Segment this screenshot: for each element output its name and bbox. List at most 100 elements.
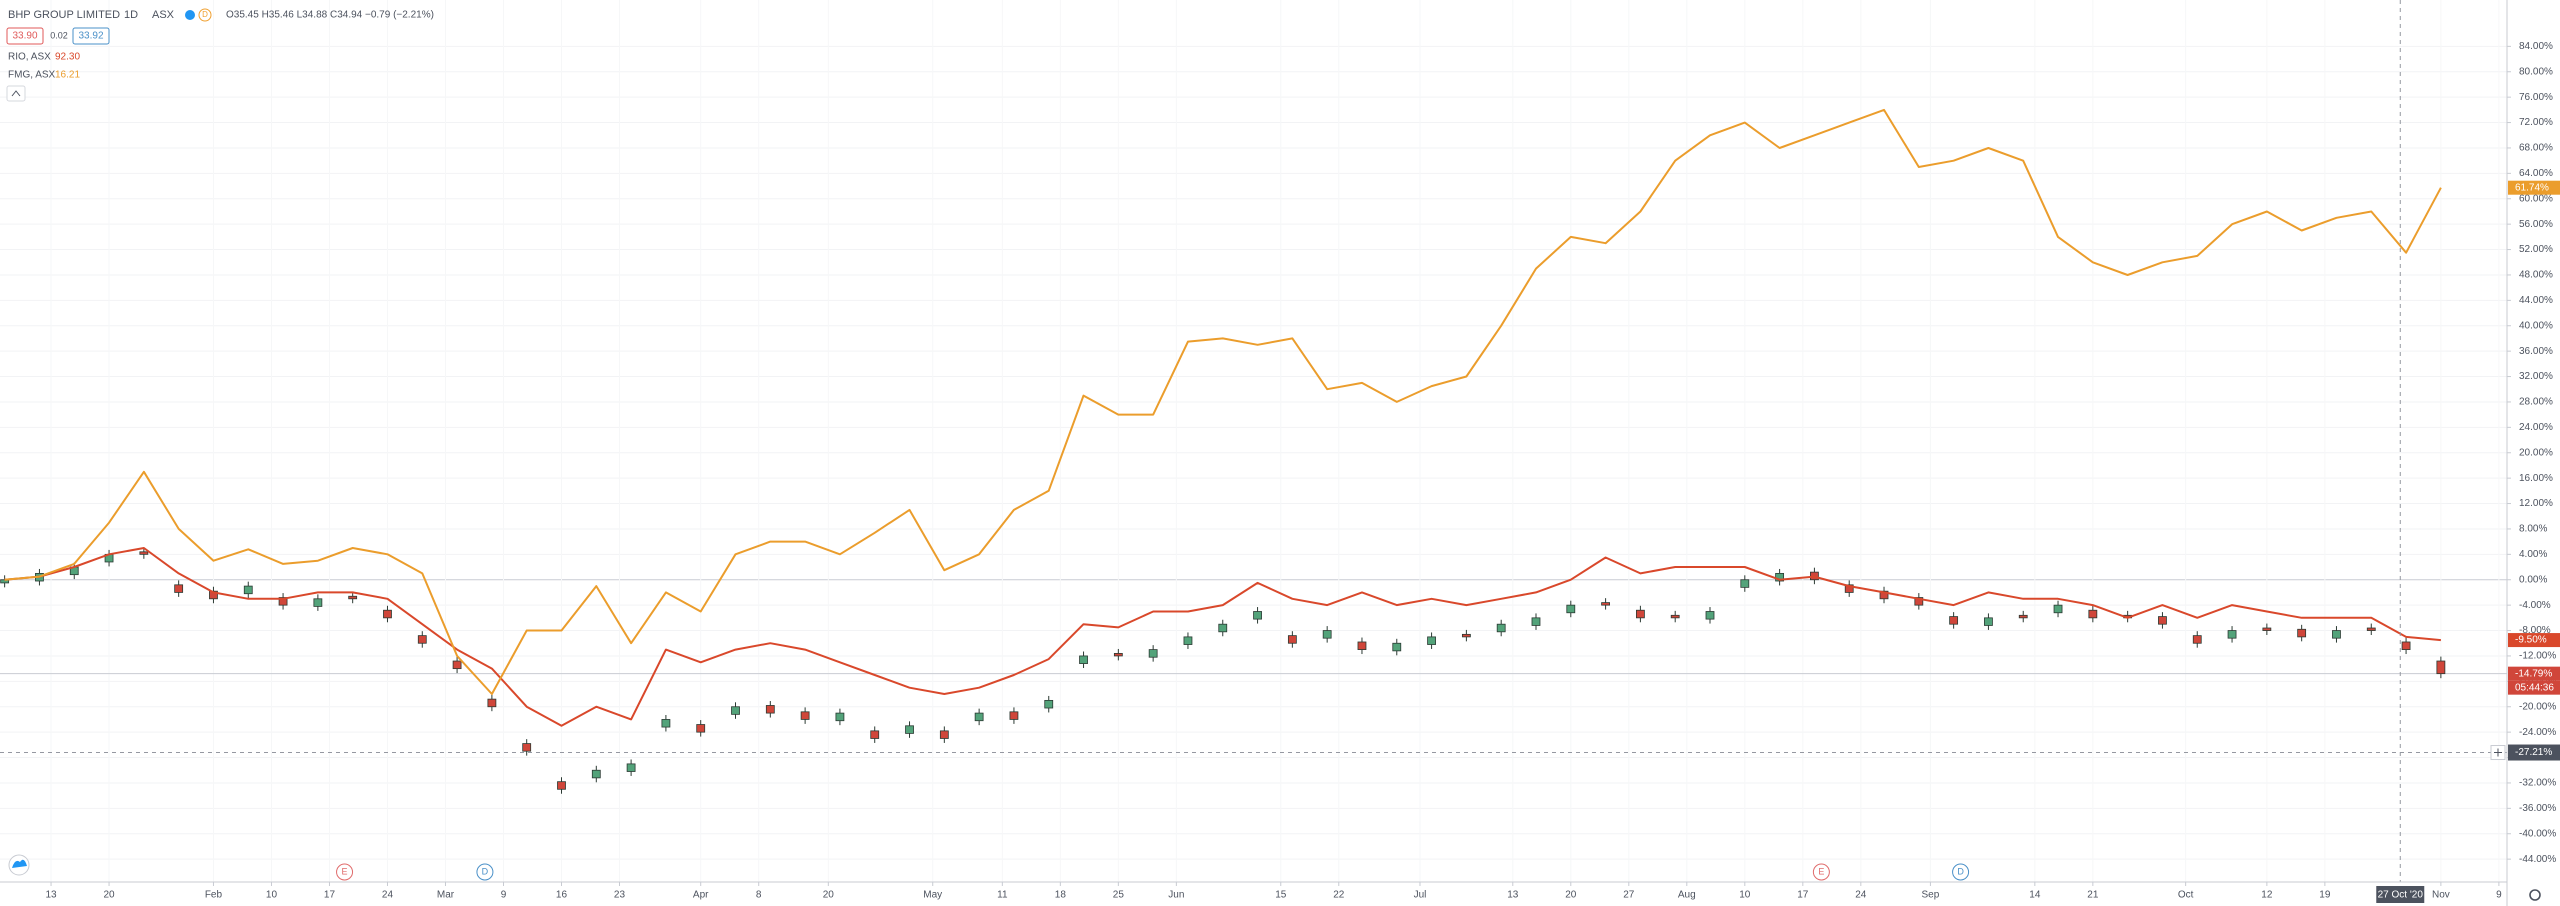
exchange: ASX [152, 9, 175, 21]
candle-body [696, 724, 706, 733]
x-tick-label: 13 [1507, 890, 1519, 901]
candle-body [1183, 636, 1193, 645]
y-tick-label: -4.00% [2519, 600, 2551, 611]
candle-body [1009, 711, 1019, 720]
candle-body [800, 711, 810, 720]
event-label: E [1818, 866, 1824, 876]
symbol: BHP GROUP LIMITED [8, 9, 120, 21]
last-value-tag [2508, 666, 2560, 681]
x-tick-label: Nov [2432, 890, 2450, 901]
y-tick-label: -20.00% [2519, 701, 2556, 712]
y-tick-label: -44.00% [2519, 854, 2556, 865]
last-value-label: -9.50% [2515, 635, 2547, 646]
candle-body [1566, 604, 1576, 614]
candle-body [2366, 627, 2376, 631]
candle-body [1705, 611, 1715, 620]
y-tick-label: 68.00% [2519, 143, 2553, 154]
y-tick-label: 84.00% [2519, 41, 2553, 52]
candle-body [2401, 641, 2411, 650]
candle-body [278, 597, 288, 606]
y-tick-label: -12.00% [2519, 651, 2556, 662]
candle-body [348, 595, 358, 600]
candle-body [1392, 642, 1402, 652]
x-tick-label: Apr [693, 890, 709, 901]
logo [8, 854, 30, 876]
candle-body [1949, 616, 1959, 625]
legend-value: 16.21 [55, 70, 80, 81]
interval: 1D [124, 9, 138, 21]
candle-body [731, 706, 740, 715]
candle-body [939, 730, 949, 739]
y-tick-label: 16.00% [2519, 473, 2553, 484]
badge: D [202, 10, 208, 19]
y-tick-label: 80.00% [2519, 66, 2553, 77]
ask-box [72, 27, 110, 45]
candle-body [1531, 617, 1541, 626]
candle-body [209, 590, 218, 600]
candle-body [1461, 633, 1471, 638]
x-tick-label: 11 [997, 890, 1008, 901]
x-tick-label: Sep [1922, 890, 1940, 901]
y-tick-label: 28.00% [2519, 397, 2553, 408]
countdown-tag [2508, 680, 2560, 695]
candle-body [522, 743, 532, 752]
y-tick-label: 20.00% [2519, 447, 2553, 458]
candle-body [1148, 649, 1158, 658]
candle-body [1253, 611, 1262, 620]
event-marker [1812, 863, 1830, 881]
candle-body [1496, 623, 1506, 633]
event-label: E [342, 866, 348, 876]
settings-icon[interactable] [2529, 889, 2541, 901]
last-value-tag [2508, 633, 2560, 648]
ohlc: O35.45 H35.46 L34.88 C34.94 −0.79 (−2.21… [226, 10, 434, 21]
crosshair-y-tag [2508, 744, 2560, 761]
x-tick-label: 13 [45, 890, 57, 901]
candle-body [2332, 630, 2341, 639]
candle-body [870, 730, 880, 739]
badge-circle [198, 8, 212, 22]
candle-body [1670, 614, 1680, 619]
x-tick-label: 18 [1055, 890, 1067, 901]
x-tick-label: 23 [614, 890, 626, 901]
y-tick-label: 64.00% [2519, 168, 2553, 179]
candle-body [1357, 641, 1367, 650]
candle-body [1079, 655, 1088, 664]
event-label: D [482, 866, 489, 876]
candle-body [243, 585, 253, 595]
candle-body [139, 551, 149, 555]
spread: 0.02 [50, 30, 68, 40]
y-tick-label: -36.00% [2519, 803, 2556, 814]
event-marker [476, 863, 494, 881]
candle-body [2158, 616, 2167, 625]
candle-body [2018, 614, 2028, 619]
x-tick-label: 24 [1855, 890, 1867, 901]
candle-body [626, 763, 636, 772]
x-tick-label: 9 [501, 890, 507, 901]
collapse-icon [11, 90, 21, 97]
candle-body [2436, 660, 2446, 675]
y-tick-label: 56.00% [2519, 219, 2553, 230]
y-tick-label: 40.00% [2519, 320, 2553, 331]
x-tick-label: 20 [1565, 890, 1577, 901]
bid-box [6, 27, 44, 45]
candle-body [765, 705, 775, 714]
x-tick-label: 24 [382, 890, 394, 901]
ask: 33.92 [78, 31, 103, 42]
y-tick-label: 52.00% [2519, 244, 2553, 255]
x-tick-label: 10 [1739, 890, 1751, 901]
y-tick-label: 0.00% [2519, 574, 2547, 585]
y-tick-label: -8.00% [2519, 625, 2551, 636]
candle-body [1984, 617, 1993, 626]
settings[interactable] [2529, 889, 2541, 901]
legend-name: RIO, ASX [8, 52, 51, 63]
x-tick-label: 27 [1623, 890, 1635, 901]
candle-body [2262, 627, 2272, 631]
y-tick-label: 72.00% [2519, 117, 2553, 128]
x-tick-label: 8 [756, 890, 762, 901]
candle-body [487, 698, 497, 708]
x-tick-label: 15 [1275, 890, 1287, 901]
collapse-button[interactable] [6, 85, 26, 102]
candle-body [1914, 597, 1924, 606]
crosshair-x-tag [2376, 886, 2425, 903]
y-tick-label: 36.00% [2519, 346, 2553, 357]
